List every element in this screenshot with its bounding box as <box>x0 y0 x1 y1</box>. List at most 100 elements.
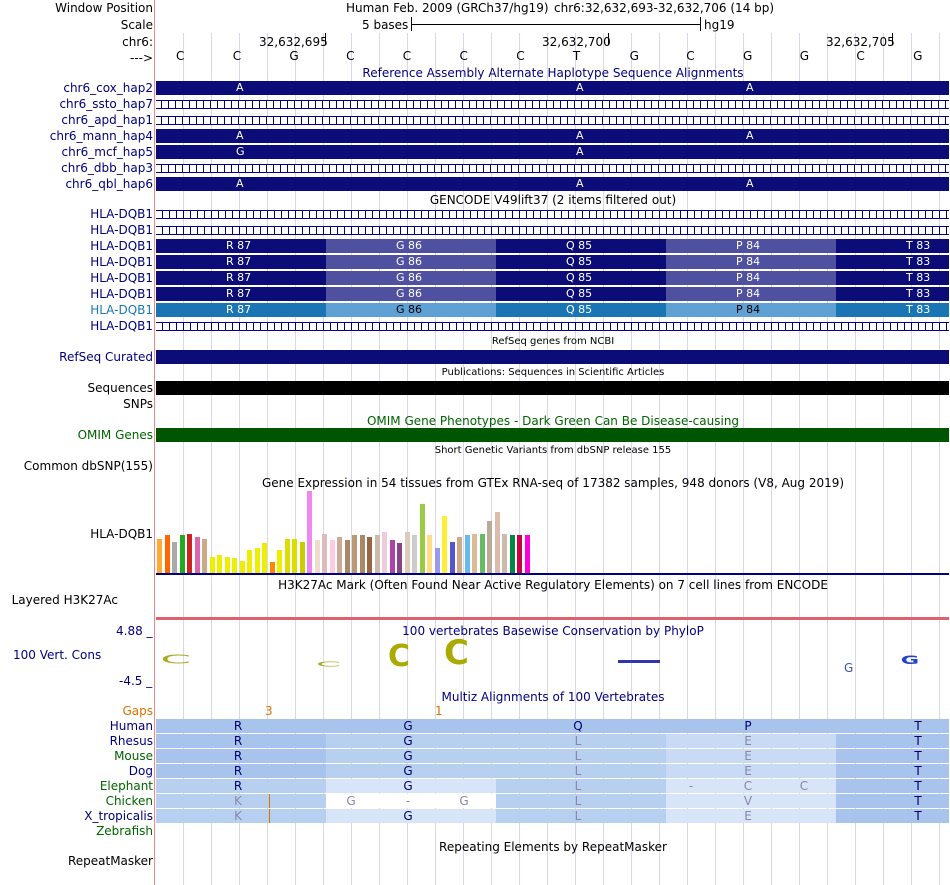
gtex-tissue-bar[interactable] <box>157 539 162 573</box>
gtex-tissue-bar[interactable] <box>262 543 267 573</box>
codon-segment[interactable]: Q 85 <box>496 255 666 269</box>
species-label[interactable]: Zebrafish <box>96 824 153 838</box>
haplotype-label[interactable]: chr6_mcf_hap5 <box>61 145 154 159</box>
codon-segment[interactable]: P 84 <box>666 255 836 269</box>
gtex-label[interactable]: HLA-DQB1 <box>90 527 153 541</box>
codon-segment[interactable]: R 87 <box>156 287 326 301</box>
gtex-tissue-bar[interactable] <box>337 537 342 573</box>
species-label[interactable]: Chicken <box>105 794 153 808</box>
codon-segment[interactable]: P 84 <box>666 239 836 253</box>
codon-segment[interactable]: Q 85 <box>496 271 666 285</box>
gtex-tissue-bar[interactable] <box>374 535 380 573</box>
haplotype-label[interactable]: chr6_qbl_hap6 <box>65 177 153 191</box>
gtex-bar-chart[interactable] <box>156 491 950 575</box>
haplotype-gap[interactable] <box>156 164 949 173</box>
gtex-title[interactable]: Gene Expression in 54 tissues from GTEx … <box>261 476 845 490</box>
gencode-transcript-label[interactable]: HLA-DQB1 <box>90 319 153 333</box>
gtex-tissue-bar[interactable] <box>344 540 350 573</box>
codon-segment[interactable]: G 86 <box>326 271 496 285</box>
species-label[interactable]: Rhesus <box>109 734 153 748</box>
species-label[interactable]: Mouse <box>114 749 153 763</box>
codon-segment[interactable]: Q 85 <box>496 303 666 317</box>
omim-gene-bar[interactable] <box>156 428 949 442</box>
haplotype-gap[interactable] <box>156 100 949 109</box>
gtex-tissue-bar[interactable] <box>299 542 305 573</box>
gtex-tissue-bar[interactable] <box>427 535 432 573</box>
gtex-tissue-bar[interactable] <box>172 542 177 573</box>
publications-bar[interactable] <box>156 381 949 395</box>
gtex-tissue-bar[interactable] <box>502 534 507 573</box>
gencode-transcript-label[interactable]: HLA-DQB1 <box>90 271 153 285</box>
gtex-tissue-bar[interactable] <box>284 539 290 573</box>
haplotype-label[interactable]: chr6_mann_hap4 <box>49 129 153 143</box>
h3k27-label[interactable]: Layered H3K27Ac <box>11 593 118 607</box>
codon-segment[interactable]: Q 85 <box>496 287 666 301</box>
conservation-title[interactable]: 100 vertebrates Basewise Conservation by… <box>402 624 704 638</box>
codon-segment[interactable]: T 83 <box>836 303 949 317</box>
h3k27-title[interactable]: H3K27Ac Mark (Often Found Near Active Re… <box>278 578 828 592</box>
haplotype-gap[interactable] <box>156 116 949 125</box>
gtex-tissue-bar[interactable] <box>314 540 320 573</box>
alt-haplotype-title[interactable]: Reference Assembly Alternate Haplotype S… <box>362 66 744 80</box>
gtex-tissue-bar[interactable] <box>307 491 312 573</box>
gtex-tissue-bar[interactable] <box>382 532 387 573</box>
repeatmasker-label[interactable]: RepeatMasker <box>67 854 153 868</box>
codon-segment[interactable]: G 86 <box>326 303 496 317</box>
codon-segment[interactable]: P 84 <box>666 271 836 285</box>
gtex-tissue-bar[interactable] <box>419 504 425 573</box>
gtex-tissue-bar[interactable] <box>509 535 515 573</box>
codon-segment[interactable]: G 86 <box>326 239 496 253</box>
gtex-tissue-bar[interactable] <box>209 557 215 573</box>
gencode-title[interactable]: GENCODE V49lift37 (2 items filtered out) <box>429 193 677 207</box>
dbsnp-label[interactable]: Common dbSNP(155) <box>23 459 153 473</box>
codon-segment[interactable]: R 87 <box>156 271 326 285</box>
dbsnp-title[interactable]: Short Genetic Variants from dbSNP releas… <box>434 445 672 456</box>
codon-segment[interactable]: Q 85 <box>496 239 666 253</box>
gtex-tissue-bar[interactable] <box>464 535 470 573</box>
gtex-tissue-bar[interactable] <box>412 535 417 573</box>
publications-title[interactable]: Publications: Sequences in Scientific Ar… <box>441 367 665 378</box>
gencode-transcript-label[interactable]: HLA-DQB1 <box>90 223 153 237</box>
species-label[interactable]: Dog <box>128 764 153 778</box>
repeatmasker-title[interactable]: Repeating Elements by RepeatMasker <box>439 840 667 854</box>
haplotype-label[interactable]: chr6_ssto_hap7 <box>59 97 153 111</box>
gtex-tissue-bar[interactable] <box>232 558 237 573</box>
gtex-tissue-bar[interactable] <box>239 561 245 573</box>
gtex-tissue-bar[interactable] <box>224 557 230 573</box>
codon-segment[interactable]: R 87 <box>156 239 326 253</box>
gtex-tissue-bar[interactable] <box>367 537 372 573</box>
gtex-tissue-bar[interactable] <box>472 534 477 573</box>
codon-segment[interactable]: T 83 <box>836 239 949 253</box>
gtex-tissue-bar[interactable] <box>329 540 335 573</box>
gtex-tissue-bar[interactable] <box>179 535 185 573</box>
gtex-tissue-bar[interactable] <box>449 542 455 573</box>
gtex-tissue-bar[interactable] <box>404 532 410 573</box>
sequences-label[interactable]: Sequences <box>87 381 153 395</box>
gtex-tissue-bar[interactable] <box>164 535 170 573</box>
codon-segment[interactable]: T 83 <box>836 255 949 269</box>
gtex-tissue-bar[interactable] <box>517 535 522 573</box>
gtex-tissue-bar[interactable] <box>247 550 252 573</box>
snps-label[interactable]: SNPs <box>123 397 153 411</box>
gtex-tissue-bar[interactable] <box>389 540 395 573</box>
multiz-title[interactable]: Multiz Alignments of 100 Vertebrates <box>441 690 665 704</box>
codon-segment[interactable]: R 87 <box>156 303 326 317</box>
gtex-tissue-bar[interactable] <box>442 516 447 573</box>
gencode-transcript-label[interactable]: HLA-DQB1 <box>90 287 153 301</box>
gtex-tissue-bar[interactable] <box>202 539 207 573</box>
codon-segment[interactable]: G 86 <box>326 255 496 269</box>
gtex-tissue-bar[interactable] <box>397 543 402 573</box>
gtex-tissue-bar[interactable] <box>254 548 260 573</box>
gencode-transcript-label[interactable]: HLA-DQB1 <box>90 239 153 253</box>
gencode-transcript-label[interactable]: HLA-DQB1 <box>90 303 153 317</box>
codon-segment[interactable]: R 87 <box>156 255 326 269</box>
species-label[interactable]: Human <box>109 719 153 733</box>
codon-segment[interactable]: G 86 <box>326 287 496 301</box>
gtex-tissue-bar[interactable] <box>524 535 530 573</box>
